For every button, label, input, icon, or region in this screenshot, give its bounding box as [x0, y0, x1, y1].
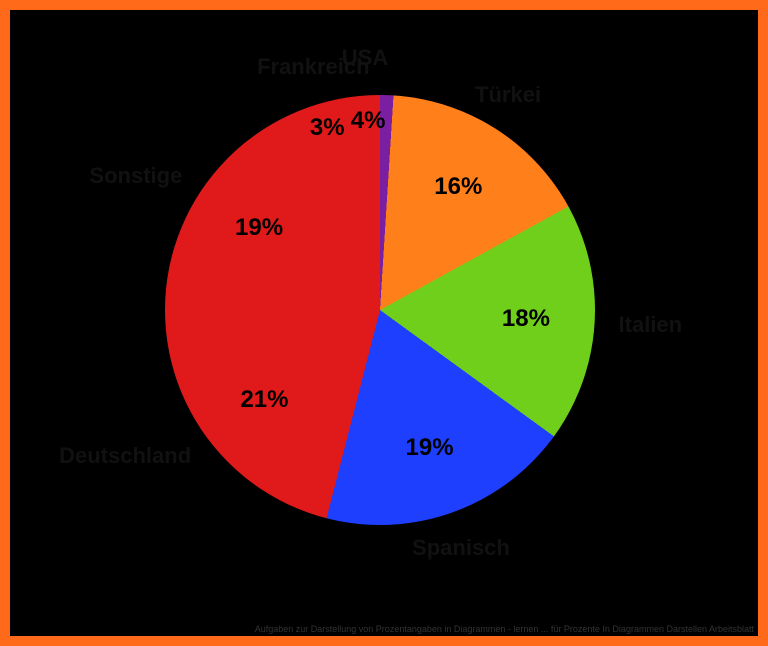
slice-label-spanisch: Spanisch [412, 535, 510, 561]
slice-label-deutschland: Deutschland [59, 443, 191, 469]
slice-label-italien: Italien [619, 312, 683, 338]
chart-frame: 19%3%4%16%18%19%21%SonstigeFrankreichUSA… [0, 0, 768, 646]
slice-label-usa: USA [342, 45, 388, 71]
pct-label-tuerkei: 16% [434, 173, 482, 201]
slice-label-tuerkei: Türkei [475, 82, 541, 108]
pct-label-sonstige: 19% [235, 214, 283, 242]
caption-text: Aufgaben zur Darstellung von Prozentanga… [255, 624, 754, 634]
pct-label-deutschland: 21% [240, 386, 288, 414]
pct-label-usa: 4% [351, 107, 386, 135]
pct-label-spanisch: 19% [405, 434, 453, 462]
slice-label-sonstige: Sonstige [89, 163, 182, 189]
pct-label-italien: 18% [502, 305, 550, 333]
pct-label-frankreich: 3% [310, 114, 345, 142]
chart-background: 19%3%4%16%18%19%21%SonstigeFrankreichUSA… [10, 10, 758, 636]
